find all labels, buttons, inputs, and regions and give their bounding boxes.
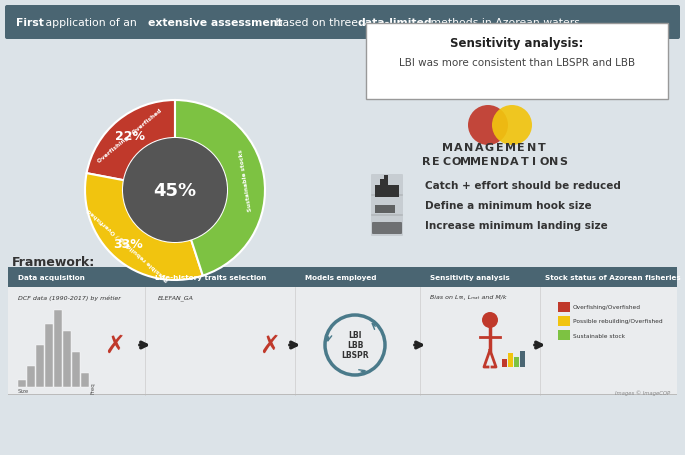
Text: I: I (532, 157, 536, 167)
Text: Models employed: Models employed (305, 274, 377, 280)
Bar (380, 180, 388, 186)
Circle shape (123, 139, 227, 243)
Bar (81, 373, 89, 387)
Bar (514, 357, 519, 367)
Bar (502, 359, 507, 367)
Text: E: E (496, 143, 503, 153)
Wedge shape (85, 174, 203, 280)
Text: Size: Size (18, 389, 29, 394)
Bar (558, 316, 570, 326)
Text: G: G (485, 143, 494, 153)
Bar (520, 351, 525, 367)
Text: Freq: Freq (90, 381, 95, 393)
Text: Increase minimum landing size: Increase minimum landing size (425, 221, 608, 231)
Text: methods in Azorean waters: methods in Azorean waters (427, 18, 580, 28)
Text: N: N (549, 157, 558, 167)
FancyBboxPatch shape (371, 195, 403, 217)
Text: A: A (475, 143, 484, 153)
Text: Catch + effort should be reduced: Catch + effort should be reduced (425, 181, 621, 191)
Text: T: T (521, 157, 528, 167)
Bar (72, 352, 80, 387)
Text: extensive assessment: extensive assessment (148, 18, 283, 28)
Text: LBI was more consistent than LBSPR and LBB: LBI was more consistent than LBSPR and L… (399, 58, 635, 68)
Text: data-limited: data-limited (358, 18, 433, 28)
Text: DCF data (1990-2017) by métier: DCF data (1990-2017) by métier (18, 294, 121, 300)
Text: M: M (442, 143, 453, 153)
Text: N: N (464, 143, 473, 153)
Text: M: M (505, 143, 516, 153)
Text: Bias on L∞, Lₘₐₜ and M/k: Bias on L∞, Lₘₐₜ and M/k (430, 295, 506, 300)
Text: Stock status of Azorean fisheries: Stock status of Azorean fisheries (545, 274, 681, 280)
Text: Sensitivity analysis:: Sensitivity analysis: (450, 36, 584, 50)
Text: Sustainable stock: Sustainable stock (573, 333, 625, 338)
Bar (384, 176, 388, 180)
FancyBboxPatch shape (366, 24, 668, 100)
Text: Possible rebuilding / Overfished: Possible rebuilding / Overfished (86, 207, 170, 281)
Bar (375, 206, 395, 213)
Text: S: S (560, 157, 568, 167)
Text: N: N (490, 157, 500, 167)
Text: A: A (453, 143, 462, 153)
Bar (63, 331, 71, 387)
Text: Data acquisition: Data acquisition (18, 274, 85, 280)
FancyBboxPatch shape (372, 222, 402, 234)
Circle shape (468, 106, 508, 146)
Circle shape (482, 312, 498, 328)
Text: M: M (460, 157, 471, 167)
Text: Overfishing / Overfished: Overfishing / Overfished (97, 108, 163, 164)
FancyBboxPatch shape (371, 175, 403, 197)
Text: ✗: ✗ (260, 333, 280, 357)
Bar (558, 302, 570, 312)
Text: N: N (527, 143, 536, 153)
Text: LBB: LBB (347, 341, 363, 350)
Text: Possible rebuilding/Overfished: Possible rebuilding/Overfished (573, 319, 662, 324)
Text: C: C (442, 157, 450, 167)
Text: Overfishing/Overfished: Overfishing/Overfished (573, 305, 641, 310)
Bar (54, 310, 62, 387)
Text: A: A (510, 157, 519, 167)
Text: E: E (517, 143, 525, 153)
Text: Define a minimum hook size: Define a minimum hook size (425, 201, 592, 211)
Text: 45%: 45% (153, 182, 197, 200)
Text: E: E (482, 157, 489, 167)
Text: T: T (538, 143, 546, 153)
Bar (36, 345, 44, 387)
Text: 33%: 33% (113, 237, 143, 250)
FancyBboxPatch shape (5, 6, 680, 40)
Text: D: D (500, 157, 510, 167)
Wedge shape (175, 101, 265, 276)
Text: O: O (451, 157, 460, 167)
Circle shape (492, 106, 532, 146)
Bar (8, 268, 677, 288)
Text: application of an: application of an (42, 18, 140, 28)
Text: First: First (16, 18, 44, 28)
Text: R: R (422, 157, 431, 167)
Text: Life-history traits selection: Life-history traits selection (155, 274, 266, 280)
Bar (375, 186, 399, 197)
Text: Sustainable stocks: Sustainable stocks (238, 148, 253, 211)
Text: 22%: 22% (115, 130, 145, 142)
Text: O: O (539, 157, 549, 167)
Bar (27, 366, 35, 387)
Text: ✗: ✗ (105, 333, 125, 357)
Text: LBSPR: LBSPR (341, 351, 369, 360)
Bar (18, 380, 26, 387)
Text: Images © ImageCOP: Images © ImageCOP (615, 389, 670, 395)
Text: E: E (432, 157, 440, 167)
Bar (8, 394, 677, 395)
FancyBboxPatch shape (371, 214, 403, 237)
Text: LBI: LBI (348, 331, 362, 340)
Text: based on three: based on three (272, 18, 362, 28)
Bar (508, 353, 513, 367)
Bar (8, 288, 677, 395)
Wedge shape (86, 101, 175, 181)
Text: M: M (470, 157, 481, 167)
Bar (45, 324, 53, 387)
Text: Sensitivity analysis: Sensitivity analysis (430, 274, 510, 280)
Text: Framework:: Framework: (12, 256, 95, 269)
Bar (558, 330, 570, 340)
Text: ELEFAN_GA: ELEFAN_GA (158, 294, 194, 300)
